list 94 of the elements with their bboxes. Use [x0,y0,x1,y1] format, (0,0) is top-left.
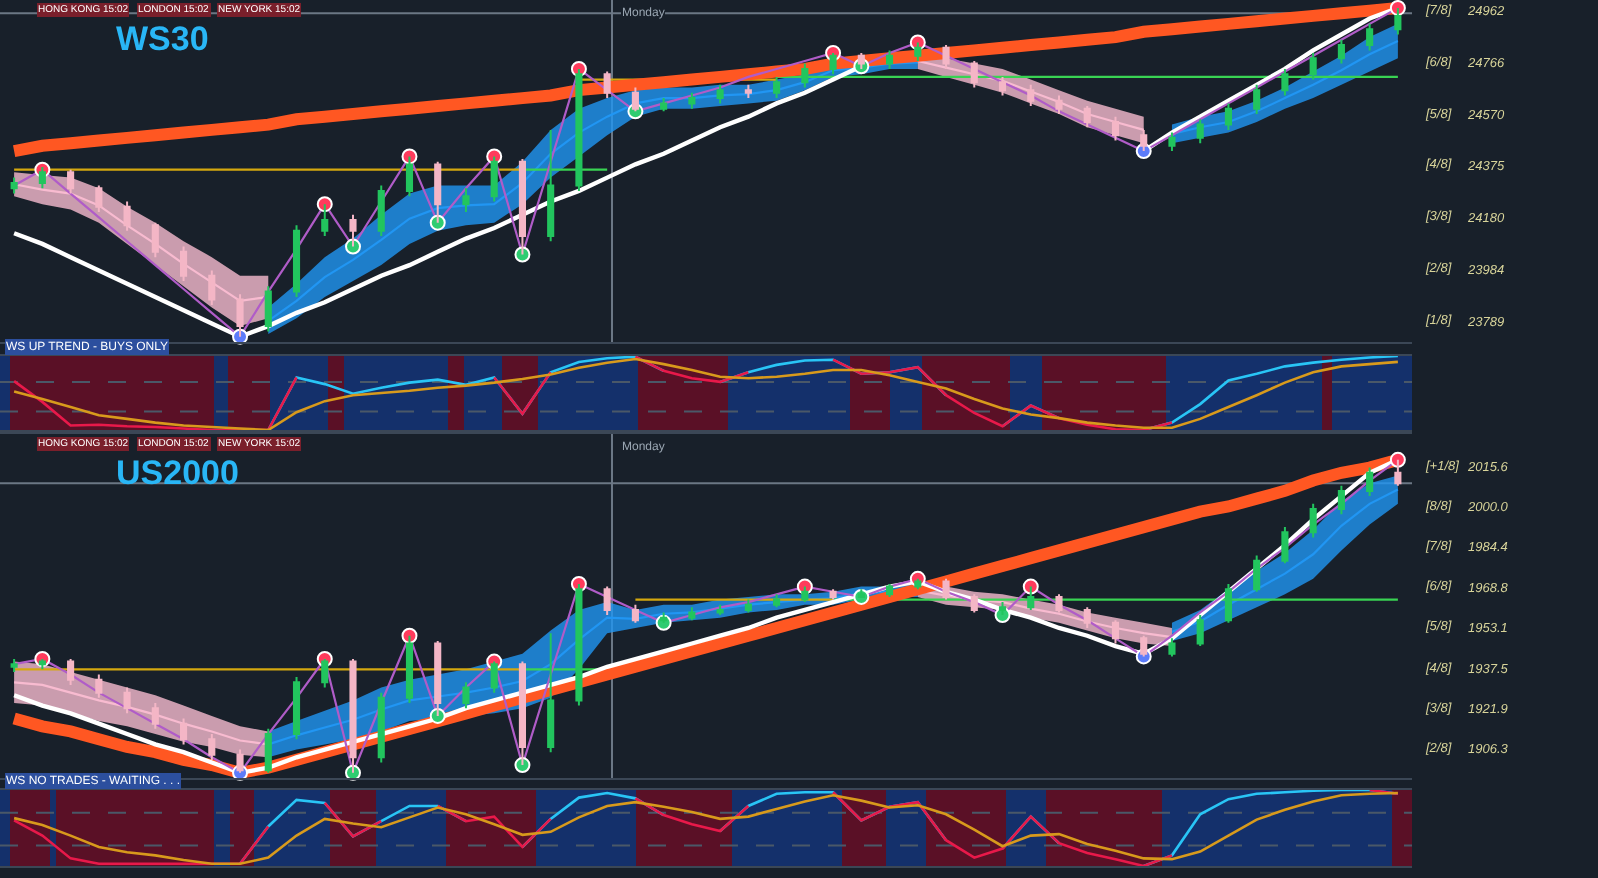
candlestick [151,221,159,259]
candlestick [38,658,46,671]
candlestick [490,155,498,203]
candlestick [1366,466,1374,498]
candlestick [434,639,442,717]
candlestick [914,577,922,591]
candlestick [1281,526,1289,565]
candlestick [716,603,724,617]
candlestick [1281,67,1289,97]
candlestick [518,158,526,256]
point [1022,578,1039,595]
candlestick [1168,131,1176,153]
candlestick [10,658,18,673]
candlestick [377,184,385,237]
candlestick [970,593,978,614]
candlestick [1083,606,1091,629]
candlestick [857,52,865,70]
point [401,627,418,644]
candlestick [631,603,639,624]
candlestick [773,593,781,609]
candlestick [688,91,696,110]
candlestick [575,583,583,707]
candlestick [1224,102,1232,131]
candlestick [1309,502,1317,539]
point [345,238,361,255]
candlestick [1168,637,1176,658]
candlestick [801,585,809,604]
point [514,246,531,263]
candlestick [829,588,837,601]
candlestick [914,41,922,62]
candlestick [434,160,442,224]
point [429,707,446,724]
candlestick [631,86,639,113]
point [1389,451,1406,468]
candlestick [1027,83,1035,108]
candlestick [292,676,301,741]
candlestick [1224,583,1232,624]
candlestick [1309,52,1317,81]
candlestick [829,52,837,76]
candlestick [1253,554,1261,593]
candlestick [1394,458,1402,487]
text: WS30 [116,20,209,58]
candlestick [405,155,414,198]
candlestick [462,187,470,214]
point [316,196,333,213]
candlestick [1055,94,1063,115]
candlestick [151,702,159,730]
candlestick [405,634,414,704]
candlestick [292,224,301,298]
candlestick [518,660,526,767]
candlestick [1196,614,1204,648]
candlestick [321,203,329,237]
candlestick [603,585,611,617]
candlestick [180,245,188,283]
candlestick [547,632,555,754]
candlestick [349,213,357,248]
candlestick [688,606,696,622]
candlestick [603,70,611,100]
candlestick [490,660,498,694]
candlestick [857,588,865,598]
candlestick [773,75,781,100]
candlestick [1027,585,1035,611]
candlestick [998,75,1007,97]
candlestick [547,128,555,243]
candlestick [123,686,131,715]
candlestick [660,97,668,113]
candlestick [321,658,329,689]
point [429,214,446,231]
candlestick [1337,38,1345,65]
candlestick [886,49,894,70]
point [514,757,531,774]
candlestick [744,598,752,614]
candlestick [998,601,1007,617]
candlestick [264,727,272,774]
candlestick [38,166,46,190]
candlestick [660,611,668,624]
candlestick [716,83,724,105]
candlestick [462,681,470,710]
candlestick [886,583,894,598]
candlestick [264,285,272,333]
candlestick [349,658,357,774]
point [1389,0,1406,16]
candlestick [377,691,385,764]
candlestick [1366,22,1374,52]
candlestick [123,200,131,232]
candlestick [10,176,18,195]
candlestick [1337,484,1345,516]
candlestick [801,62,809,89]
candlestick [575,67,583,192]
candlestick [1394,6,1402,36]
text: US2000 [116,454,239,492]
candlestick [1253,83,1261,115]
candlestick [744,83,752,100]
candlestick [1196,118,1204,145]
